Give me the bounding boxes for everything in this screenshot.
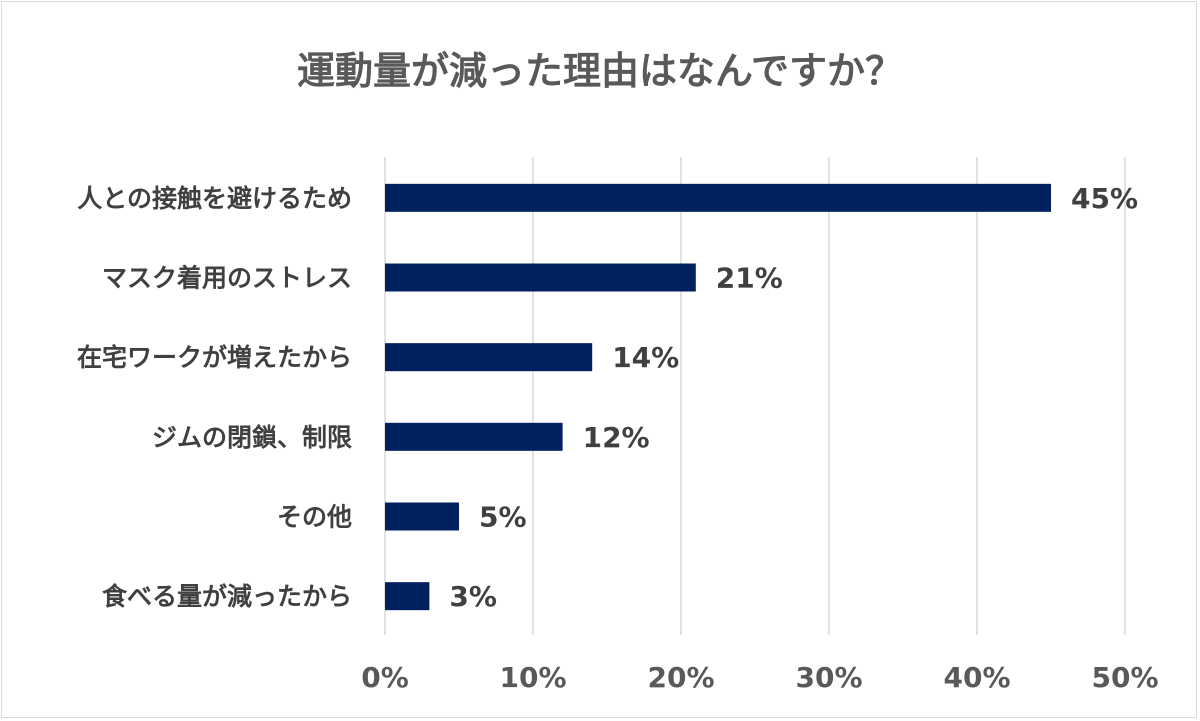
data-label: 14% <box>612 341 679 374</box>
x-tick-label: 40% <box>943 661 1010 694</box>
category-label: 食べる量が減ったから <box>102 582 352 611</box>
bar <box>385 582 430 611</box>
data-label: 3% <box>449 580 497 613</box>
category-label: 在宅ワークが増えたから <box>77 343 352 372</box>
bar <box>385 422 563 451</box>
bar <box>385 183 1051 212</box>
data-label: 21% <box>716 262 783 295</box>
x-tick-label: 50% <box>1091 661 1158 694</box>
data-label: 5% <box>479 501 527 534</box>
data-label: 45% <box>1071 182 1138 215</box>
category-label: 人との接触を避けるため <box>77 184 352 213</box>
category-label: マスク着用のストレス <box>102 264 352 293</box>
category-label: その他 <box>277 503 352 532</box>
x-tick-label: 20% <box>647 661 714 694</box>
chart-title: 運動量が減った理由はなんですか？ <box>296 49 904 93</box>
x-tick-label: 0% <box>361 661 409 694</box>
bar <box>385 263 696 292</box>
bar <box>385 502 459 531</box>
bar <box>385 343 593 372</box>
x-tick-label: 10% <box>499 661 566 694</box>
category-label: ジムの閉鎖、制限 <box>152 423 352 452</box>
data-label: 12% <box>583 421 650 454</box>
x-tick-label: 30% <box>795 661 862 694</box>
